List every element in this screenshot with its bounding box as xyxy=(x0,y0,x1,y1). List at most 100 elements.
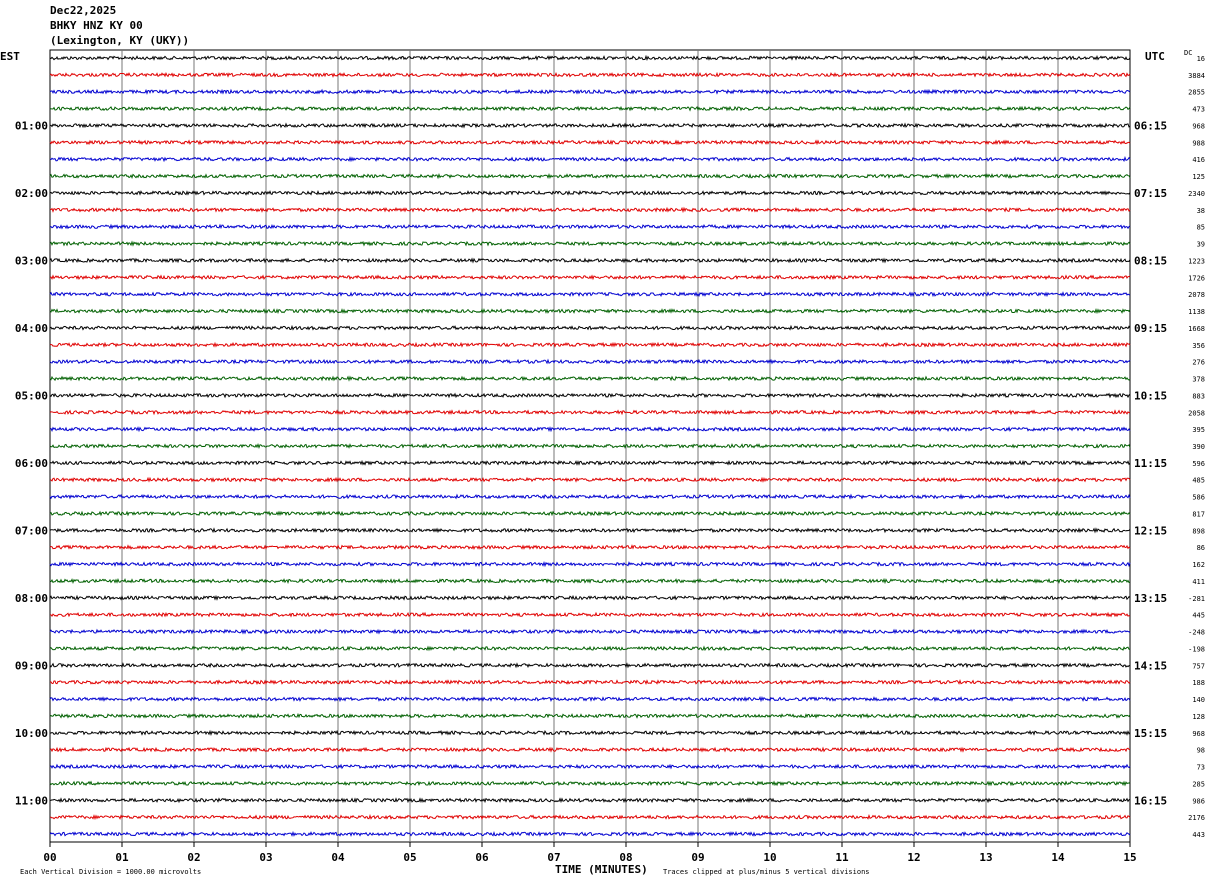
x-tick-label: 05 xyxy=(403,851,416,864)
dc-offset-label: 2340 xyxy=(1188,190,1205,198)
dc-offset-label: 898 xyxy=(1192,527,1205,535)
seismic-trace xyxy=(49,459,1131,466)
dc-offset-label: 38 xyxy=(1197,207,1205,215)
header-location: (Lexington, KY (UKY)) xyxy=(50,34,190,47)
seismic-trace xyxy=(49,156,1131,163)
dc-offset-label: 86 xyxy=(1197,544,1205,552)
seismic-trace xyxy=(49,594,1131,601)
dc-offset-label: -198 xyxy=(1188,645,1205,653)
x-tick-label: 01 xyxy=(115,851,129,864)
seismic-trace xyxy=(49,577,1131,585)
left-hour-label: 08:00 xyxy=(15,592,48,605)
right-hour-label: 08:15 xyxy=(1134,254,1167,267)
x-tick-label: 00 xyxy=(43,851,56,864)
dc-offset-label: 73 xyxy=(1197,764,1205,772)
seismic-trace xyxy=(49,409,1131,416)
seismic-trace xyxy=(49,291,1131,298)
dc-offset-label: 3884 xyxy=(1188,72,1205,80)
seismic-trace xyxy=(49,375,1131,382)
right-timezone-label: UTC xyxy=(1145,50,1165,63)
x-tick-label: 03 xyxy=(259,851,272,864)
left-timezone-label: EST xyxy=(0,50,20,63)
right-hour-label: 12:15 xyxy=(1134,524,1167,537)
x-tick-label: 07 xyxy=(547,851,560,864)
dc-offset-label: 128 xyxy=(1192,713,1205,721)
seismic-trace xyxy=(49,443,1131,450)
left-hour-label: 11:00 xyxy=(15,794,48,807)
seismic-trace xyxy=(49,105,1131,112)
seismic-trace xyxy=(49,678,1131,686)
left-hour-label: 02:00 xyxy=(15,187,48,200)
seismic-trace xyxy=(49,611,1131,618)
x-tick-label: 11 xyxy=(835,851,849,864)
x-tick-label: 12 xyxy=(907,851,920,864)
dc-offset-label: 883 xyxy=(1192,392,1205,400)
dc-label: DC xyxy=(1184,49,1193,57)
dc-offset-label: 473 xyxy=(1192,106,1205,114)
seismic-trace xyxy=(49,358,1131,365)
left-hour-label: 05:00 xyxy=(15,389,48,402)
dc-offset-label: 2855 xyxy=(1188,89,1205,97)
seismic-trace xyxy=(49,763,1131,770)
seismic-trace xyxy=(49,173,1131,180)
dc-offset-label: 390 xyxy=(1192,443,1205,451)
seismic-trace xyxy=(49,54,1131,62)
seismic-trace xyxy=(49,662,1131,669)
dc-offset-label: 2176 xyxy=(1188,814,1205,822)
seismic-trace xyxy=(49,426,1131,433)
seismic-trace xyxy=(49,746,1131,753)
dc-offset-label: 817 xyxy=(1192,510,1205,518)
left-hour-label: 07:00 xyxy=(15,524,48,537)
dc-offset-label: 485 xyxy=(1192,477,1205,485)
seismic-trace xyxy=(49,71,1131,78)
dc-offset-label: 596 xyxy=(1192,460,1205,468)
x-tick-label: 09 xyxy=(691,851,704,864)
dc-offset-label: 2058 xyxy=(1188,409,1205,417)
left-hour-label: 04:00 xyxy=(15,322,48,335)
seismic-trace xyxy=(49,813,1131,821)
dc-offset-label: 416 xyxy=(1192,156,1205,164)
dc-offset-label: 356 xyxy=(1192,342,1205,350)
seismic-trace xyxy=(49,324,1131,331)
seismic-trace xyxy=(49,830,1131,838)
dc-offset-label: 757 xyxy=(1192,662,1205,670)
dc-offset-label: 443 xyxy=(1192,831,1205,839)
dc-offset-label: 188 xyxy=(1192,679,1205,687)
dc-offset-label: 986 xyxy=(1192,797,1205,805)
x-tick-label: 13 xyxy=(979,851,992,864)
left-hour-label: 09:00 xyxy=(15,659,48,672)
seismic-trace xyxy=(49,476,1131,483)
seismic-trace xyxy=(49,206,1131,214)
label-layer: 00 01 02 03 04 05 06 07 08 09 10 11 12 13 14 15 16 3884 28… xyxy=(15,55,1205,864)
header-date: Dec22,2025 xyxy=(50,4,117,17)
dc-offset-label: -281 xyxy=(1188,595,1205,603)
right-hour-label: 16:15 xyxy=(1134,794,1167,807)
dc-offset-label: 968 xyxy=(1192,122,1205,130)
right-hour-label: 15:15 xyxy=(1134,727,1167,740)
seismic-trace xyxy=(49,122,1131,129)
dc-offset-label: -248 xyxy=(1188,629,1205,637)
seismic-trace xyxy=(49,628,1131,635)
seismic-trace xyxy=(49,527,1131,534)
left-hour-label: 10:00 xyxy=(15,727,48,740)
scale-note: Each Vertical Division = 1000.00 microvo… xyxy=(20,868,201,876)
grid-layer xyxy=(49,49,1131,847)
dc-offset-label: 1726 xyxy=(1188,274,1205,282)
seismic-trace xyxy=(49,561,1131,568)
right-hour-label: 10:15 xyxy=(1134,389,1167,402)
dc-offset-label: 98 xyxy=(1197,747,1205,755)
dc-offset-label: 395 xyxy=(1192,426,1205,434)
right-hour-label: 07:15 xyxy=(1134,187,1167,200)
right-hour-label: 14:15 xyxy=(1134,659,1167,672)
dc-offset-label: 2078 xyxy=(1188,291,1205,299)
seismic-trace xyxy=(49,493,1131,500)
seismic-trace xyxy=(49,257,1131,264)
x-tick-label: 14 xyxy=(1051,851,1065,864)
dc-offset-label: 1138 xyxy=(1188,308,1205,316)
seismic-trace xyxy=(49,510,1131,517)
right-hour-label: 11:15 xyxy=(1134,457,1167,470)
x-tick-label: 08 xyxy=(619,851,632,864)
dc-offset-label: 162 xyxy=(1192,561,1205,569)
left-hour-label: 03:00 xyxy=(15,254,48,267)
